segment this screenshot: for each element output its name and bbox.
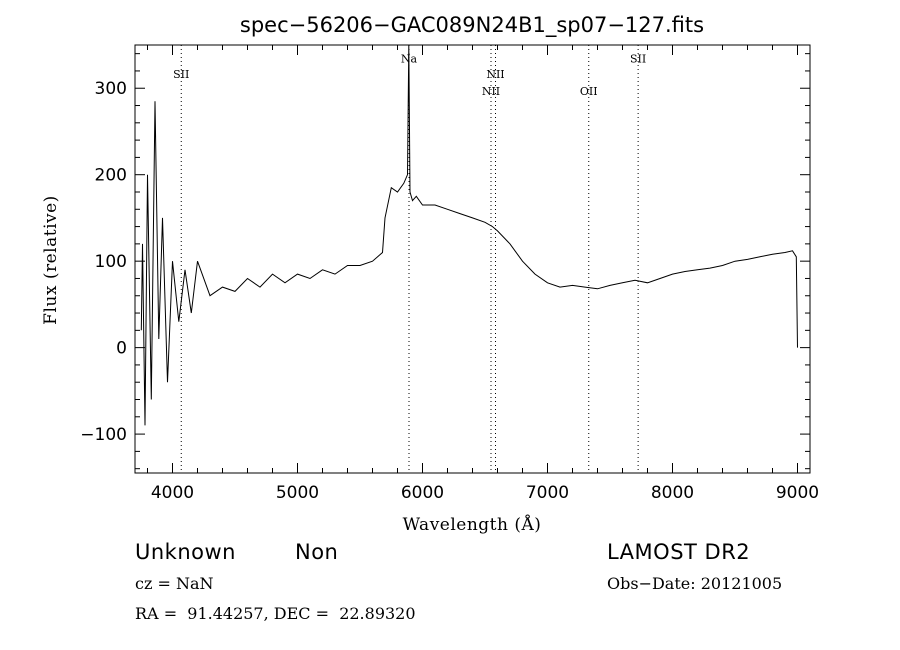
line-marker-label: SII [173,68,189,81]
x-tick-label: 9000 [776,483,819,503]
x-tick-label: 5000 [276,483,319,503]
line-marker-label: NII [482,85,500,98]
y-tick-label: 300 [95,79,127,99]
y-axis-title: Flux (relative) [41,195,61,325]
x-tick-label: 6000 [401,483,444,503]
plot-area: 4000 5000 6000 7000 8000 9000 −100 0 100 200 300 SI… [80,44,819,503]
spectral-subclass: Non [295,540,339,564]
line-marker-label: NII [486,68,504,81]
y-tick-label: −100 [80,425,127,445]
x-tick-label: 4000 [151,483,194,503]
obs-date: Obs−Date: 20121005 [607,574,783,593]
x-tick-label: 7000 [526,483,569,503]
line-marker-label: OII [580,85,598,98]
y-tick-label: 100 [95,252,127,272]
x-tick-label: 8000 [651,483,694,503]
redshift-readout: cz = NaN [135,574,214,593]
survey-name: LAMOST DR2 [607,540,751,564]
y-tick-label: 0 [116,339,127,359]
y-tick-label: 200 [95,166,127,186]
chart-title: spec−56206−GAC089N24B1_sp07−127.fits [240,13,704,38]
spectral-class: Unknown [135,540,236,564]
plot-frame [134,44,811,474]
x-axis-title: Wavelength (Å) [403,514,542,535]
coordinates: RA = 91.44257, DEC = 22.89320 [135,604,416,623]
line-marker-label: SII [630,52,646,65]
spectrum-line [140,44,798,426]
